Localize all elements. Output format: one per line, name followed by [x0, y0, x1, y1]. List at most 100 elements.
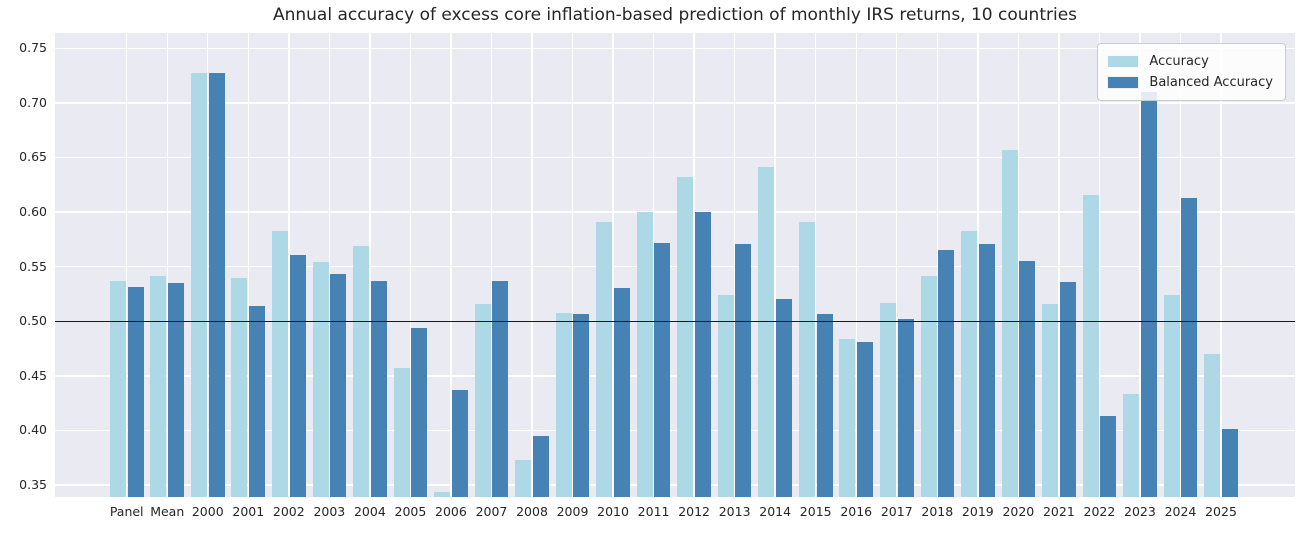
bar-balanced-accuracy-2014 [775, 299, 792, 497]
x-gridline [328, 33, 331, 497]
x-tick-label-2008: 2008 [516, 504, 548, 519]
bar-balanced-accuracy-mean [168, 283, 185, 497]
bar-balanced-accuracy-2006 [451, 390, 468, 497]
x-gridline [815, 33, 817, 497]
bar-accuracy-2012 [677, 177, 694, 497]
x-gridline [612, 33, 614, 497]
bar-accuracy-2020 [1001, 149, 1018, 497]
x-tick-label-2010: 2010 [597, 504, 629, 519]
x-gridline [571, 33, 574, 497]
x-tick-label-2020: 2020 [1002, 504, 1035, 519]
x-gridline [409, 33, 412, 497]
bar-balanced-accuracy-2011 [654, 242, 671, 497]
plot-area: Accuracy Balanced Accuracy [55, 33, 1295, 497]
bar-accuracy-2006 [434, 491, 451, 497]
bar-accuracy-mean [150, 276, 167, 497]
y-tick-label: 0.75 [19, 40, 47, 56]
legend-swatch-balanced-accuracy [1107, 76, 1140, 89]
bar-balanced-accuracy-2018 [938, 250, 955, 497]
bar-balanced-accuracy-2017 [897, 319, 914, 497]
bar-balanced-accuracy-2020 [1019, 261, 1036, 497]
x-gridline [1058, 33, 1060, 497]
bar-accuracy-panel [109, 280, 126, 497]
bar-balanced-accuracy-2025 [1221, 429, 1238, 497]
bar-balanced-accuracy-2004 [370, 280, 387, 497]
x-gridline [896, 33, 898, 497]
bar-balanced-accuracy-panel [127, 287, 144, 497]
x-tick-label-2018: 2018 [921, 504, 954, 519]
legend-entry-balanced-accuracy: Balanced Accuracy [1107, 72, 1273, 93]
x-tick-label-2012: 2012 [678, 504, 711, 519]
y-tick-label: 0.35 [19, 476, 47, 492]
x-gridline [490, 33, 493, 497]
x-gridline [1179, 33, 1182, 497]
bar-accuracy-2002 [272, 230, 289, 497]
x-gridline [733, 33, 736, 497]
bar-accuracy-2014 [758, 167, 775, 497]
legend-entry-accuracy: Accuracy [1107, 51, 1273, 72]
reference-line-0.5 [55, 320, 1295, 322]
x-tick-label-2006: 2006 [435, 504, 467, 519]
bar-accuracy-2019 [961, 230, 978, 497]
bar-accuracy-2018 [920, 276, 937, 497]
bar-accuracy-2017 [879, 302, 896, 497]
bar-balanced-accuracy-2012 [694, 212, 711, 497]
y-tick-label: 0.40 [19, 422, 47, 438]
y-gridline [55, 211, 1295, 213]
x-gridline [288, 33, 290, 497]
bar-balanced-accuracy-2000 [208, 73, 225, 497]
x-tick-label-2009: 2009 [556, 504, 589, 519]
bar-accuracy-2004 [353, 245, 370, 497]
y-gridline [55, 484, 1295, 486]
x-gridline [977, 33, 979, 497]
bar-balanced-accuracy-2002 [289, 254, 306, 497]
x-tick-label-2013: 2013 [718, 504, 751, 519]
bar-balanced-accuracy-2005 [411, 327, 428, 497]
bar-accuracy-2008 [515, 459, 532, 497]
y-tick-label: 0.65 [19, 149, 47, 165]
y-gridline [55, 156, 1295, 159]
x-tick-label-2001: 2001 [232, 504, 265, 519]
y-tick-label: 0.55 [19, 258, 47, 274]
x-tick-label-2003: 2003 [313, 504, 346, 519]
bar-balanced-accuracy-2009 [573, 313, 590, 497]
x-tick-label-2021: 2021 [1042, 504, 1075, 519]
legend-swatch-accuracy [1107, 55, 1140, 68]
x-tick-label-2025: 2025 [1205, 504, 1237, 519]
x-gridline [855, 33, 857, 497]
bar-accuracy-2000 [190, 73, 207, 497]
x-gridline [369, 33, 371, 497]
x-tick-label-2019: 2019 [961, 504, 994, 519]
x-gridline [1139, 33, 1141, 497]
x-tick-label-mean: Mean [150, 504, 185, 519]
bar-balanced-accuracy-2021 [1059, 281, 1076, 497]
bar-balanced-accuracy-2016 [857, 341, 874, 497]
bar-balanced-accuracy-2007 [492, 280, 509, 497]
x-tick-label-2016: 2016 [840, 504, 873, 519]
bar-accuracy-2013 [717, 295, 734, 497]
x-gridline [450, 33, 452, 497]
y-gridline [55, 429, 1295, 432]
bar-balanced-accuracy-2008 [532, 435, 549, 497]
bar-balanced-accuracy-2010 [613, 288, 630, 497]
y-gridline [55, 47, 1295, 49]
x-tick-label-2005: 2005 [394, 504, 427, 519]
bar-accuracy-2010 [596, 221, 613, 497]
bar-accuracy-2009 [555, 312, 572, 497]
bar-accuracy-2001 [231, 277, 248, 497]
x-gridline [1098, 33, 1101, 497]
x-gridline [207, 33, 209, 497]
x-tick-label-2022: 2022 [1083, 504, 1116, 519]
chart-title: Annual accuracy of excess core inflation… [272, 5, 1078, 25]
x-tick-label-2014: 2014 [759, 504, 792, 519]
y-tick-label: 0.60 [19, 204, 47, 220]
x-gridline [936, 33, 938, 497]
y-tick-label: 0.70 [19, 94, 47, 110]
bar-accuracy-2021 [1042, 303, 1059, 497]
x-tick-label-2007: 2007 [475, 504, 508, 519]
bar-balanced-accuracy-2001 [249, 305, 266, 497]
bar-balanced-accuracy-2015 [816, 313, 833, 497]
bar-accuracy-2003 [312, 262, 329, 497]
x-gridline [166, 33, 168, 497]
bar-accuracy-2025 [1204, 353, 1221, 497]
